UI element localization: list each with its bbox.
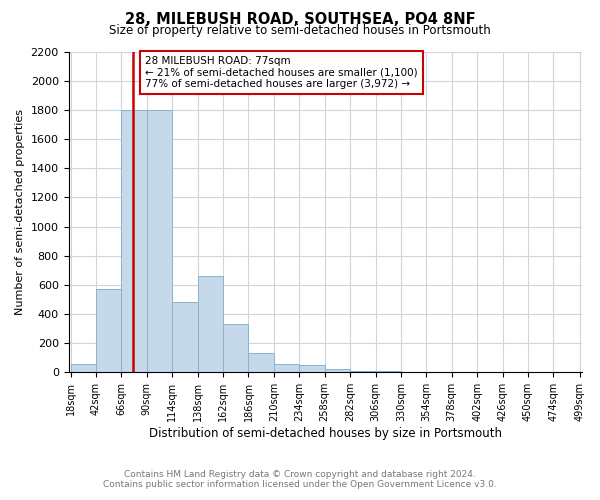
Bar	[71, 364, 96, 372]
Bar	[274, 364, 299, 372]
Bar	[223, 324, 248, 372]
Bar	[96, 289, 121, 372]
Bar	[121, 110, 147, 372]
Bar	[325, 370, 350, 372]
Bar	[197, 276, 223, 372]
Bar	[299, 365, 325, 372]
Bar	[147, 110, 172, 372]
Bar	[172, 302, 197, 372]
Bar	[248, 354, 274, 372]
Bar	[350, 371, 376, 372]
Text: Size of property relative to semi-detached houses in Portsmouth: Size of property relative to semi-detach…	[109, 24, 491, 37]
Text: 28 MILEBUSH ROAD: 77sqm
← 21% of semi-detached houses are smaller (1,100)
77% of: 28 MILEBUSH ROAD: 77sqm ← 21% of semi-de…	[145, 56, 418, 89]
Bar	[376, 371, 401, 372]
Text: Contains HM Land Registry data © Crown copyright and database right 2024.
Contai: Contains HM Land Registry data © Crown c…	[103, 470, 497, 489]
X-axis label: Distribution of semi-detached houses by size in Portsmouth: Distribution of semi-detached houses by …	[149, 427, 502, 440]
Y-axis label: Number of semi-detached properties: Number of semi-detached properties	[15, 109, 25, 315]
Text: 28, MILEBUSH ROAD, SOUTHSEA, PO4 8NF: 28, MILEBUSH ROAD, SOUTHSEA, PO4 8NF	[125, 12, 475, 28]
